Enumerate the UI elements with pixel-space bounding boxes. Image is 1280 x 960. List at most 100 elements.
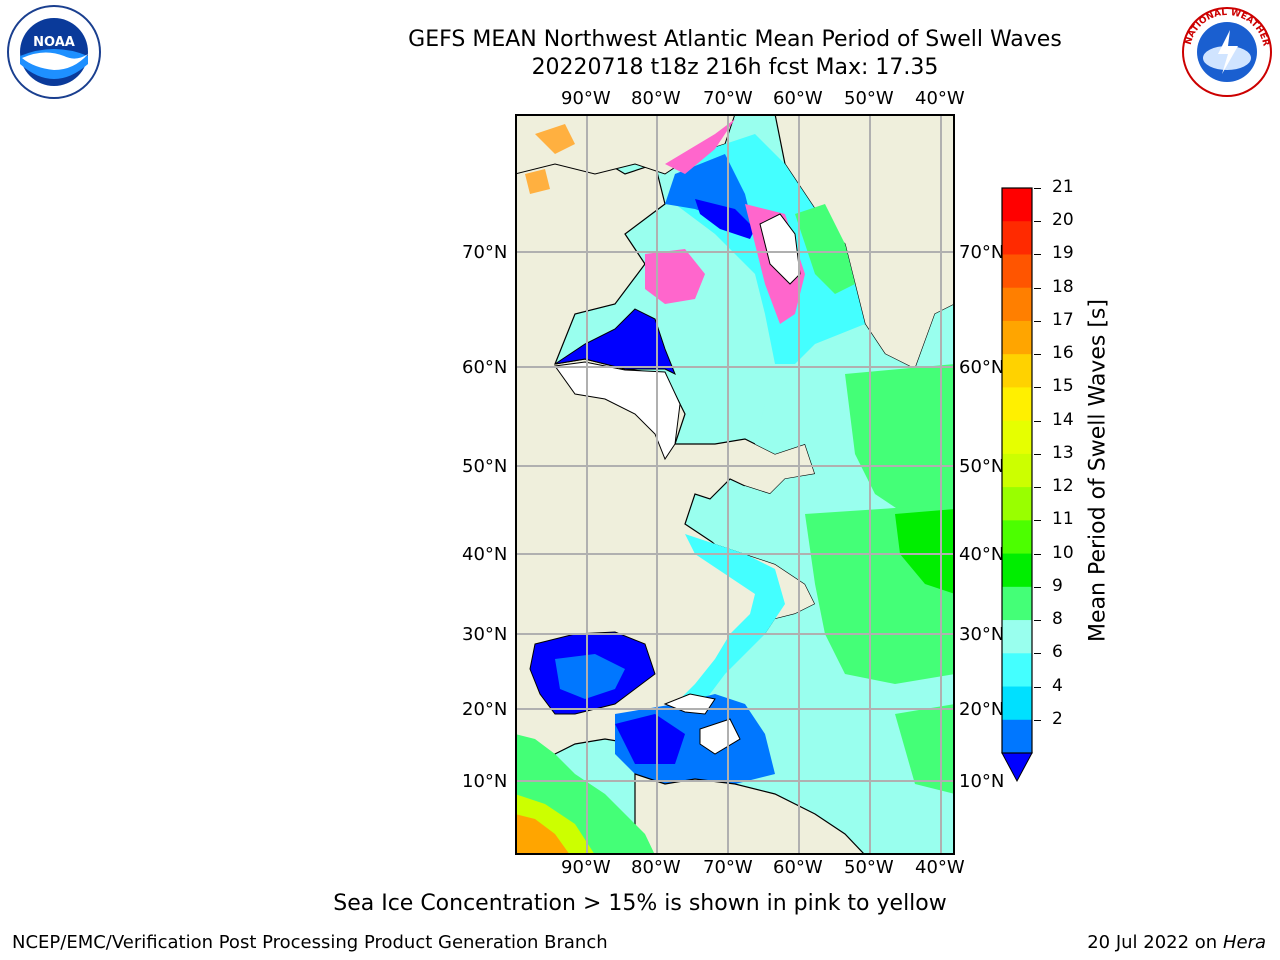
colorbar-segment [1002, 188, 1032, 222]
credit-right: 20 Jul 2022 on Hera [1087, 932, 1266, 953]
credit-date: 20 Jul 2022 on [1087, 932, 1223, 953]
sea-ice-caption: Sea Ice Concentration > 15% is shown in … [333, 891, 947, 916]
colorbar-tick-label: 16 [1052, 343, 1074, 364]
colorbar-under-triangle [1001, 752, 1033, 783]
colorbar-tick-label: 2 [1052, 708, 1063, 729]
lon-label-top: 40°W [915, 88, 965, 109]
colorbar-segment [1002, 653, 1032, 688]
colorbar-tick-label: 11 [1052, 509, 1074, 530]
credit-machine: Hera [1222, 932, 1266, 953]
lat-label-left: 60°N [462, 357, 508, 378]
colorbar-tick-mark [1034, 254, 1041, 256]
sea-ice-pink-2 [645, 249, 705, 304]
colorbar-tick-mark [1034, 188, 1041, 189]
lat-label-left: 40°N [462, 544, 508, 565]
colorbar-tick-mark [1034, 487, 1041, 489]
colorbar-segment [1002, 287, 1032, 322]
colorbar-segment [1002, 354, 1032, 388]
colorbar-tick-label: 9 [1052, 575, 1063, 596]
hudson-bay [554, 308, 676, 376]
lat-label-right: 50°N [959, 456, 1005, 477]
gulf-blue [555, 654, 625, 699]
map-frame [515, 114, 955, 855]
lon-label-bottom: 60°W [773, 857, 823, 878]
colorbar-tick-label: 18 [1052, 276, 1074, 297]
swell-green-north [795, 204, 855, 294]
colorbar-tick-mark [1034, 686, 1041, 688]
colorbar-tick-mark [1034, 287, 1041, 289]
baffin-deep-blue [695, 199, 755, 239]
colorbar-tick-label: 14 [1052, 409, 1074, 430]
colorbar-frame [1001, 187, 1033, 754]
colorbar-tick-mark [1034, 453, 1041, 455]
map-panel [515, 114, 955, 855]
colorbar-segment [1002, 420, 1032, 455]
lon-label-top: 80°W [631, 88, 681, 109]
colorbar-segment [1002, 387, 1032, 422]
colorbar [1000, 186, 1036, 786]
colorbar-tick-label: 4 [1052, 675, 1063, 696]
chart-title: GEFS MEAN Northwest Atlantic Mean Period… [408, 27, 1062, 52]
colorbar-tick-label: 19 [1052, 243, 1074, 264]
lon-label-top: 50°W [844, 88, 894, 109]
colorbar-svg [1001, 187, 1033, 783]
colorbar-segment [1002, 586, 1032, 621]
colorbar-tick-label: 20 [1052, 210, 1074, 231]
colorbar-tick-label: 15 [1052, 376, 1074, 397]
lat-label-right: 40°N [959, 544, 1005, 565]
pacific-orange [515, 814, 570, 855]
colorbar-tick-mark [1034, 420, 1041, 422]
colorbar-tick-label: 6 [1052, 642, 1063, 663]
colorbar-segment [1002, 487, 1032, 521]
swell-cyan-coast [675, 534, 785, 714]
colorbar-segment [1002, 221, 1032, 255]
lat-label-left: 30°N [462, 624, 508, 645]
credit-left: NCEP/EMC/Verification Post Processing Pr… [12, 932, 608, 953]
colorbar-tick-mark [1034, 387, 1041, 389]
sea-ice-pink [665, 119, 805, 324]
lat-label-right: 10°N [959, 771, 1005, 792]
lat-label-right: 70°N [959, 242, 1005, 263]
lat-label-left: 50°N [462, 456, 508, 477]
colorbar-tick-mark [1034, 520, 1041, 522]
lon-label-top: 60°W [773, 88, 823, 109]
colorbar-tick-mark [1034, 553, 1041, 555]
svg-text:NOAA: NOAA [33, 35, 75, 50]
chart-subtitle: 20220718 t18z 216h fcst Max: 17.35 [531, 55, 939, 80]
colorbar-title: Mean Period of Swell Waves [s] [1085, 299, 1111, 642]
colorbar-tick-mark [1034, 653, 1041, 655]
map-svg [515, 114, 955, 855]
lon-label-bottom: 70°W [703, 857, 753, 878]
noaa-logo-icon: NOAA [4, 4, 104, 100]
colorbar-segment [1002, 719, 1032, 754]
colorbar-tick-label: 8 [1052, 609, 1063, 630]
lon-label-bottom: 50°W [844, 857, 894, 878]
lon-label-top: 90°W [561, 88, 611, 109]
lon-label-top: 70°W [703, 88, 753, 109]
colorbar-tick-mark [1034, 620, 1041, 622]
colorbar-tick-label: 17 [1052, 309, 1074, 330]
swell-green-east [845, 364, 955, 534]
colorbar-segment [1002, 620, 1032, 654]
colorbar-segment [1002, 520, 1032, 555]
colorbar-segment [1002, 320, 1032, 355]
nws-logo-icon: NATIONAL WEATHER SERVICE [1175, 0, 1276, 98]
lat-label-left: 70°N [462, 242, 508, 263]
graticule [515, 114, 955, 855]
colorbar-segment [1002, 254, 1032, 289]
colorbar-tick-label: 21 [1052, 177, 1074, 197]
colorbar-tick-mark [1034, 221, 1041, 223]
lon-label-bottom: 40°W [915, 857, 965, 878]
lat-label-left: 20°N [462, 699, 508, 720]
colorbar-segment [1002, 453, 1032, 488]
colorbar-tick-mark [1034, 586, 1041, 588]
lat-label-right: 20°N [959, 699, 1005, 720]
colorbar-tick-mark [1034, 719, 1041, 721]
colorbar-tick-mark [1034, 354, 1041, 356]
lon-label-bottom: 90°W [561, 857, 611, 878]
lat-label-right: 60°N [959, 357, 1005, 378]
colorbar-tick-label: 12 [1052, 476, 1074, 497]
colorbar-tick-label: 13 [1052, 442, 1074, 463]
lat-label-right: 30°N [959, 624, 1005, 645]
lon-label-bottom: 80°W [631, 857, 681, 878]
